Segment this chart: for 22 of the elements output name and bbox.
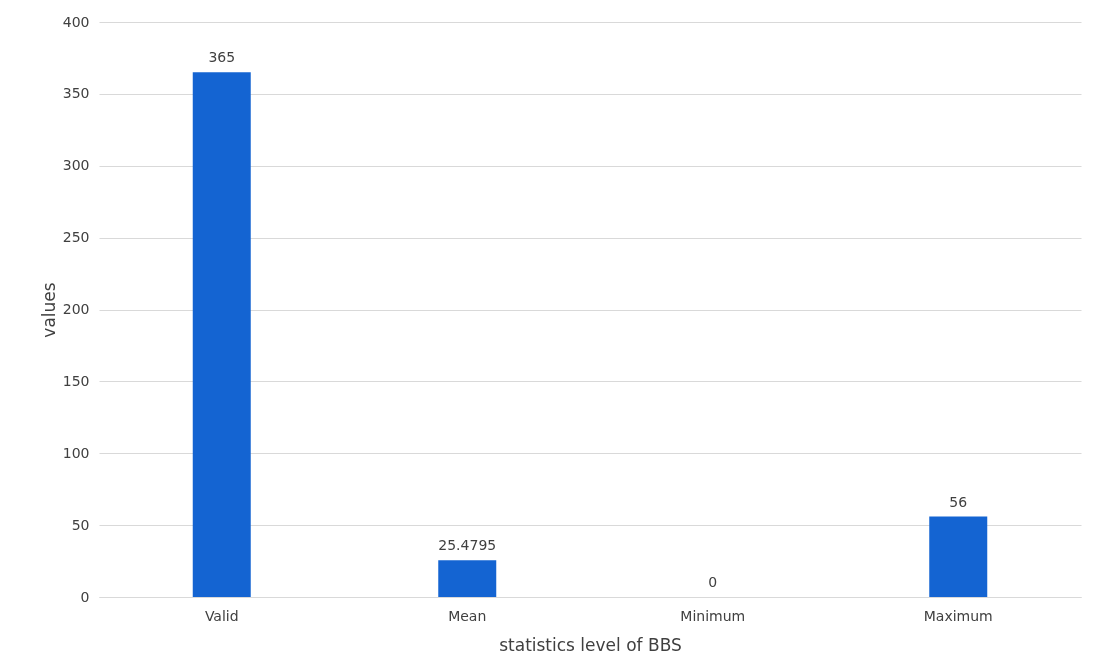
x-tick-label: Mean	[448, 607, 487, 624]
x-tick-label: Maximum	[923, 607, 993, 624]
x-axis-title: statistics level of BBS	[499, 634, 682, 655]
y-axis-title: values	[38, 282, 59, 338]
y-tick-label: 250	[62, 229, 90, 246]
y-tick-label: 50	[71, 516, 90, 533]
y-tick-label: 350	[62, 85, 90, 102]
y-tick-label: 100	[62, 444, 90, 461]
x-tick-label: Valid	[204, 607, 239, 624]
y-tick-label: 200	[62, 301, 90, 317]
bar	[438, 560, 497, 597]
x-tick-label: Minimum	[680, 607, 746, 624]
data-label: 56	[949, 493, 968, 510]
y-tick-label: 400	[62, 13, 90, 30]
data-label: 25.4795	[438, 537, 497, 554]
bar	[192, 72, 251, 597]
y-tick-label: 300	[62, 157, 90, 174]
data-label: 0	[708, 574, 718, 590]
y-tick-label: 150	[62, 372, 90, 389]
bar	[929, 516, 988, 597]
data-label: 365	[208, 49, 236, 66]
y-tick-label: 0	[80, 588, 90, 605]
